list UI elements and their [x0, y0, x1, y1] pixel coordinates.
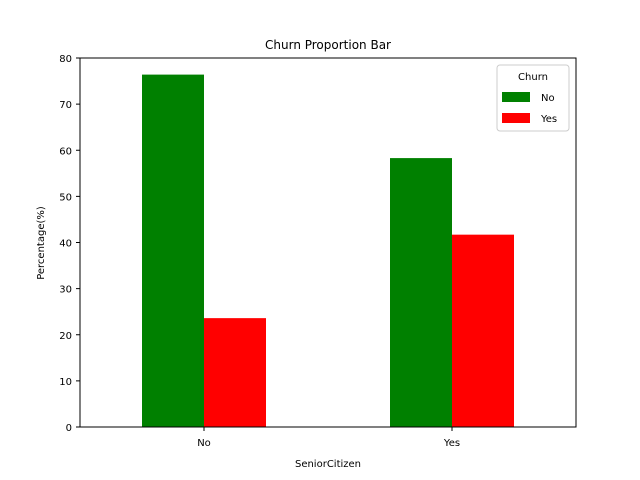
y-tick-label: 70: [59, 100, 72, 111]
x-axis-ticks: No Yes: [197, 427, 460, 449]
bar-yes-yes: [452, 234, 514, 427]
bar-no-yes: [204, 318, 266, 427]
y-tick-label: 40: [59, 239, 72, 250]
x-axis-title: SeniorCitizen: [295, 459, 361, 470]
bars-group: [142, 74, 514, 427]
legend-title: Churn: [518, 72, 548, 83]
y-tick-label: 60: [59, 146, 72, 157]
y-axis-ticks: 0 10 20 30 40 50 60 70 80: [59, 54, 80, 434]
chart-title: Churn Proportion Bar: [265, 38, 391, 52]
legend-swatch-yes: [502, 113, 530, 123]
y-tick-label: 80: [59, 54, 72, 65]
legend-label-yes: Yes: [540, 114, 557, 125]
legend-items: No Yes: [502, 92, 557, 125]
y-axis-title: Percentage(%): [36, 206, 47, 280]
legend: Churn No Yes: [496, 64, 570, 132]
x-tick-label: Yes: [443, 438, 460, 449]
bar-yes-no: [390, 158, 452, 427]
y-tick-label: 20: [59, 331, 72, 342]
y-tick-label: 30: [59, 285, 72, 296]
bar-no-no: [142, 74, 204, 427]
y-tick-label: 50: [59, 192, 72, 203]
y-tick-label: 0: [66, 423, 72, 434]
plot-frame: [79, 57, 577, 428]
x-tick-label: No: [197, 438, 211, 449]
legend-label-no: No: [541, 93, 555, 104]
legend-swatch-no: [502, 92, 530, 102]
y-tick-label: 10: [59, 377, 72, 388]
